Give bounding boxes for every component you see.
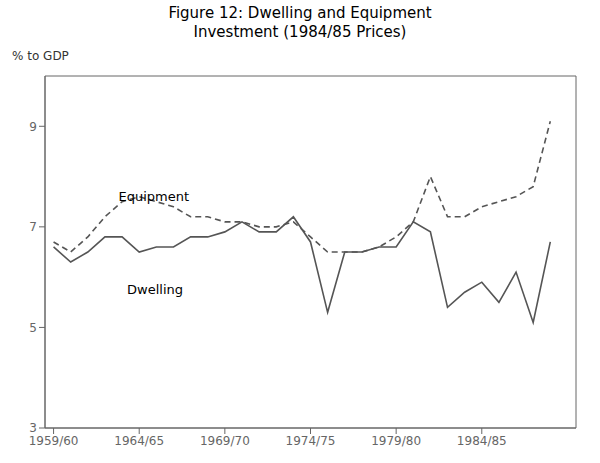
svg-text:Equipment: Equipment — [119, 189, 190, 204]
html-text:% to GDP: % to GDP — [12, 49, 69, 63]
svg-text:1959/60: 1959/60 — [29, 434, 79, 448]
svg-text:1964/65: 1964/65 — [114, 434, 164, 448]
svg-text:1974/75: 1974/75 — [286, 434, 336, 448]
svg-text:5: 5 — [29, 321, 37, 335]
svg-text:3: 3 — [29, 421, 37, 435]
svg-text:9: 9 — [29, 120, 37, 134]
html-text:Figure 12: Dwelling and Equipm: Figure 12: Dwelling and Equipment — [168, 4, 432, 22]
svg-text:Dwelling: Dwelling — [127, 282, 183, 297]
svg-text:1984/85: 1984/85 — [457, 434, 507, 448]
svg-text:1979/80: 1979/80 — [371, 434, 421, 448]
html-text:Investment (1984/85 Prices): Investment (1984/85 Prices) — [193, 23, 407, 41]
svg-text:1969/70: 1969/70 — [200, 434, 250, 448]
svg-text:7: 7 — [29, 220, 37, 234]
